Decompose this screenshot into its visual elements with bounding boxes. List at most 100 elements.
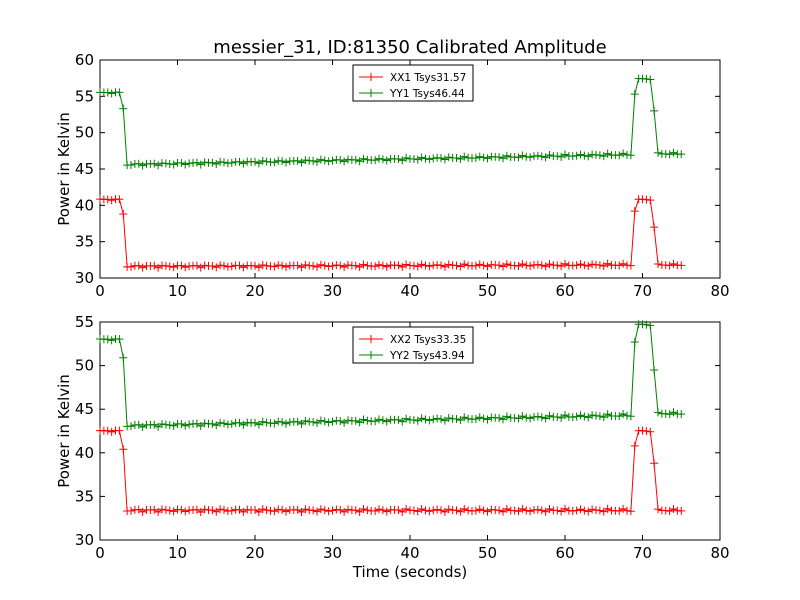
data-point: [115, 88, 124, 97]
data-point: [665, 507, 674, 516]
data-point: [595, 261, 604, 270]
data-point: [619, 504, 628, 513]
data-point: [584, 507, 593, 516]
data-point: [417, 414, 426, 423]
data-point: [324, 157, 333, 166]
data-point: [518, 151, 527, 160]
data-point: [181, 507, 190, 516]
data-point: [537, 152, 546, 161]
data-point: [514, 153, 523, 162]
data-point: [115, 335, 124, 344]
data-point: [169, 263, 178, 272]
data-point: [444, 153, 453, 162]
x-tick-label: 30: [323, 282, 342, 300]
data-point: [421, 506, 430, 515]
series-yy1: [96, 74, 686, 170]
data-point: [502, 151, 511, 160]
y-tick-label: 40: [75, 196, 94, 214]
data-point: [375, 415, 383, 424]
data-point: [425, 416, 434, 425]
data-point: [460, 413, 469, 422]
data-point: [518, 504, 527, 513]
x-tick-label: 50: [478, 282, 497, 300]
x-axis-label: Time (seconds): [352, 563, 468, 581]
data-point: [576, 411, 585, 420]
data-point: [161, 261, 170, 270]
data-point: [320, 417, 329, 426]
data-point: [615, 412, 624, 421]
data-point: [181, 263, 190, 272]
data-point: [274, 505, 283, 514]
data-point: [483, 507, 492, 516]
data-point: [270, 507, 279, 516]
x-tick-label: 20: [245, 282, 264, 300]
legend-box: [352, 64, 474, 102]
data-point: [359, 415, 368, 424]
data-point: [595, 412, 604, 421]
data-point: [669, 505, 678, 514]
y-axis-label: Power in Kelvin: [55, 374, 73, 488]
x-tick-label: 60: [555, 282, 574, 300]
x-tick-label: 50: [478, 544, 497, 562]
data-point: [220, 261, 228, 270]
data-point: [282, 507, 290, 516]
data-point: [192, 158, 201, 167]
data-point: [169, 421, 178, 430]
data-point: [119, 445, 128, 454]
data-point: [107, 89, 116, 98]
data-point: [200, 419, 209, 428]
x-tick-label: 0: [95, 282, 105, 300]
data-point: [545, 151, 554, 160]
data-point: [212, 263, 221, 272]
data-point: [495, 414, 504, 423]
series-xx2: [96, 426, 686, 517]
data-point: [545, 411, 554, 420]
data-point: [444, 260, 453, 269]
data-point: [413, 262, 422, 271]
data-point: [452, 414, 461, 423]
data-point: [313, 157, 321, 166]
data-point: [293, 156, 302, 165]
data-point: [460, 260, 469, 269]
data-point: [134, 159, 143, 168]
data-point: [502, 504, 511, 513]
data-point: [526, 414, 535, 423]
data-point: [258, 156, 267, 165]
legend-label: XX2 Tsys33.35: [390, 334, 466, 346]
data-point: [115, 195, 124, 204]
data-point: [165, 421, 174, 430]
data-point: [227, 506, 236, 515]
data-point: [495, 506, 504, 515]
data-point: [258, 505, 267, 514]
data-point: [429, 261, 438, 270]
data-point: [239, 263, 248, 272]
data-point: [526, 507, 535, 516]
data-point: [654, 259, 662, 268]
data-point: [107, 427, 116, 436]
data-point: [324, 418, 333, 427]
legend-marker: [367, 351, 375, 359]
data-point: [518, 260, 527, 269]
data-point: [181, 421, 190, 430]
data-point: [220, 158, 228, 167]
data-point: [572, 151, 581, 160]
data-point: [316, 155, 325, 164]
data-point: [630, 441, 639, 450]
data-point: [336, 156, 345, 165]
data-point: [138, 507, 147, 516]
data-point: [301, 416, 310, 425]
data-point: [309, 261, 318, 270]
data-point: [603, 259, 612, 268]
data-point: [425, 262, 434, 271]
data-point: [208, 158, 217, 167]
data-point: [382, 417, 391, 426]
data-point: [471, 506, 480, 515]
data-point: [584, 262, 593, 271]
data-point: [394, 506, 403, 515]
data-point: [518, 412, 527, 421]
data-point: [313, 262, 321, 271]
data-point: [630, 338, 639, 347]
data-point: [545, 505, 554, 514]
data-point: [452, 154, 461, 163]
data-point: [119, 104, 128, 113]
